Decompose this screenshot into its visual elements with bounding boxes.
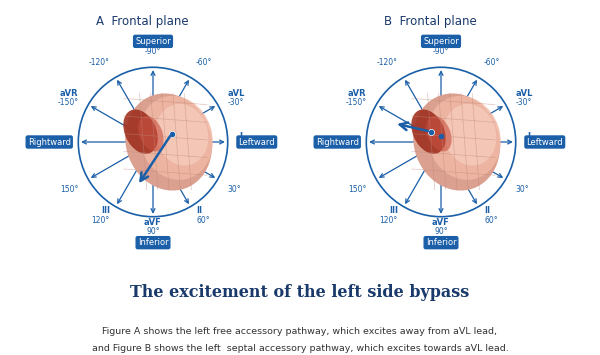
Text: Inferior: Inferior (425, 238, 457, 247)
Text: aVL: aVL (227, 89, 245, 98)
Text: 90°: 90° (434, 227, 448, 236)
Text: -60°: -60° (196, 59, 212, 67)
Text: 120°: 120° (380, 216, 398, 225)
Text: Superior: Superior (423, 37, 459, 46)
Text: Rightward: Rightward (316, 137, 359, 147)
Text: 0°: 0° (527, 141, 536, 150)
Text: Leftward: Leftward (238, 137, 275, 147)
Text: aVL: aVL (515, 89, 533, 98)
Text: B  Frontal plane: B Frontal plane (384, 15, 476, 28)
Text: 0°: 0° (239, 141, 248, 150)
Text: I: I (527, 132, 530, 141)
Text: II: II (484, 206, 490, 215)
Text: aVF: aVF (432, 218, 450, 227)
Text: -30°: -30° (515, 98, 532, 107)
Ellipse shape (426, 116, 452, 152)
Ellipse shape (124, 109, 158, 154)
Text: -150°: -150° (345, 98, 367, 107)
Ellipse shape (412, 109, 446, 154)
Text: -120°: -120° (377, 59, 398, 67)
Text: aVR: aVR (348, 89, 367, 98)
Text: -90°: -90° (145, 47, 161, 56)
Text: -150°: -150° (57, 98, 79, 107)
Ellipse shape (156, 104, 208, 165)
Ellipse shape (138, 116, 164, 152)
Text: 150°: 150° (60, 185, 79, 194)
Text: ±180°: ±180° (42, 137, 67, 147)
Text: 60°: 60° (196, 216, 209, 225)
Ellipse shape (427, 96, 501, 180)
Text: The excitement of the left side bypass: The excitement of the left side bypass (130, 284, 470, 301)
Text: 120°: 120° (92, 216, 110, 225)
Text: -30°: -30° (227, 98, 244, 107)
Text: -60°: -60° (484, 59, 500, 67)
Ellipse shape (139, 96, 213, 180)
Text: 30°: 30° (515, 185, 529, 194)
Text: Inferior: Inferior (137, 238, 169, 247)
Text: and Figure B shows the left  septal accessory pathway, which excites towards aVL: and Figure B shows the left septal acces… (92, 344, 508, 353)
Text: II: II (196, 206, 202, 215)
Text: Leftward: Leftward (526, 137, 563, 147)
Text: ±180°: ±180° (330, 137, 355, 147)
Text: Superior: Superior (135, 37, 171, 46)
Ellipse shape (413, 93, 500, 191)
Text: 150°: 150° (348, 185, 367, 194)
Text: I: I (239, 132, 242, 141)
Text: aVR: aVR (60, 89, 79, 98)
Text: 60°: 60° (484, 216, 497, 225)
Ellipse shape (125, 93, 212, 191)
Text: A  Frontal plane: A Frontal plane (96, 15, 188, 28)
Text: 30°: 30° (227, 185, 241, 194)
Text: III: III (389, 206, 398, 215)
Text: Figure A shows the left free accessory pathway, which excites away from aVL lead: Figure A shows the left free accessory p… (103, 327, 497, 335)
Text: -120°: -120° (89, 59, 110, 67)
Text: aVF: aVF (144, 218, 162, 227)
Text: -90°: -90° (433, 47, 449, 56)
Text: III: III (101, 206, 110, 215)
Ellipse shape (444, 104, 496, 165)
Text: 90°: 90° (146, 227, 160, 236)
Text: Rightward: Rightward (28, 137, 71, 147)
